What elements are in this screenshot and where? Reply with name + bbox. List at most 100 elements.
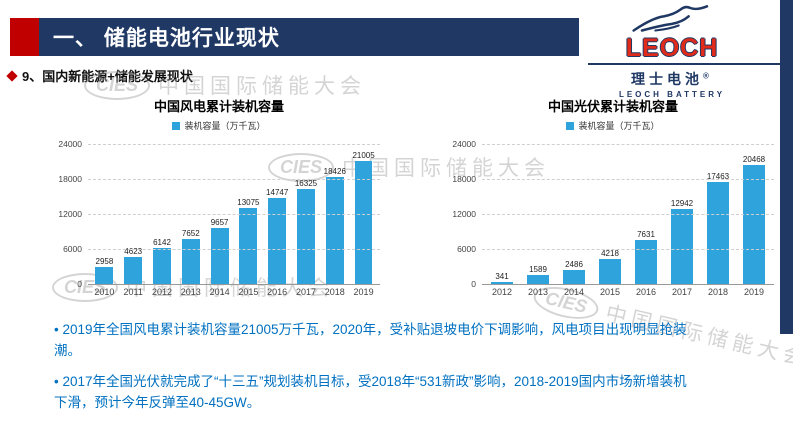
gridline xyxy=(482,249,774,250)
bar xyxy=(670,208,694,284)
bar-column: 20468 xyxy=(736,144,772,284)
y-tick-label: 0 xyxy=(471,279,476,289)
x-axis: 2010 2011 2012 2013 2014 2015 2016 2017 2018 2019 xyxy=(88,285,380,297)
bar-value-label: 2958 xyxy=(95,256,114,266)
bar-column: 17463 xyxy=(700,144,736,284)
leoch-logo: LEOCH 理士电池® LEOCH BATTERY xyxy=(592,3,752,99)
bar-column: 1589 xyxy=(520,144,556,284)
bar-value-label: 18426 xyxy=(323,166,346,176)
bar xyxy=(325,176,344,284)
gridline xyxy=(482,144,774,145)
y-tick-label: 24000 xyxy=(452,139,476,149)
gridline xyxy=(88,179,380,180)
bar xyxy=(354,161,373,284)
bar xyxy=(526,274,550,284)
plot-wrap: 0 6000 12000 18000 24000 341 1589 2486 4218 7631… xyxy=(452,139,774,289)
y-tick-label: 0 xyxy=(77,279,82,289)
bar-value-label: 9657 xyxy=(210,217,229,227)
bar-value-label: 21005 xyxy=(352,151,375,161)
y-tick-label: 6000 xyxy=(63,244,82,254)
y-tick-label: 18000 xyxy=(58,174,82,184)
plot-area: 2958 4623 6142 7652 9657 13075 14747 16325 18426… xyxy=(88,144,380,285)
bar-column: 12942 xyxy=(664,144,700,284)
pv-power-chart: 中国光伏累计装机容量 装机容量（万千瓦） 0 6000 12000 18000 2400… xyxy=(452,96,774,297)
bar-value-label: 1589 xyxy=(529,264,547,274)
note-pv: • 2017年全国光伏就完成了“十三五”规划装机目标，受2018年“531新政”… xyxy=(54,373,687,410)
x-tick-label: 2016 xyxy=(635,287,657,297)
x-tick-label: 2013 xyxy=(180,287,201,297)
bar-column: 2486 xyxy=(556,144,592,284)
bar xyxy=(490,282,514,284)
bar-column: 4623 xyxy=(119,144,148,284)
x-tick-label: 2010 xyxy=(94,287,115,297)
bar-column: 9657 xyxy=(205,144,234,284)
bar-column: 341 xyxy=(484,144,520,284)
bar xyxy=(124,257,143,284)
section-title: 一、 储能电池行业现状 xyxy=(53,27,280,50)
subtitle-row: 9、国内新能源+储能发展现状 xyxy=(6,66,193,85)
header: 一、 储能电池行业现状 xyxy=(10,18,579,56)
bar xyxy=(268,197,287,284)
registered-mark: ® xyxy=(703,71,713,81)
bar-column: 21005 xyxy=(349,144,378,284)
plot-wrap: 0 6000 12000 18000 24000 2958 4623 6142 7652 965… xyxy=(58,139,380,289)
gridline xyxy=(88,249,380,250)
y-axis: 0 6000 12000 18000 24000 xyxy=(452,139,480,289)
chart-legend: 装机容量（万千瓦） xyxy=(452,119,774,132)
bar-column: 2958 xyxy=(90,144,119,284)
bar-value-label: 13075 xyxy=(237,197,260,207)
bar xyxy=(239,207,258,284)
wind-power-chart: 中国风电累计装机容量 装机容量（万千瓦） 0 6000 12000 18000 2400… xyxy=(58,96,380,297)
y-axis: 0 6000 12000 18000 24000 xyxy=(58,139,86,289)
diamond-bullet-icon xyxy=(6,69,18,82)
bar-column: 4218 xyxy=(592,144,628,284)
bar-value-label: 16325 xyxy=(294,178,318,188)
x-tick-label: 2018 xyxy=(324,287,345,297)
gridline xyxy=(88,144,380,145)
bar-value-label: 20468 xyxy=(742,154,766,164)
bar-value-label: 7652 xyxy=(181,229,200,239)
gridline xyxy=(482,214,774,215)
bar-column: 13075 xyxy=(234,144,263,284)
x-tick-label: 2013 xyxy=(527,287,549,297)
gridline xyxy=(482,179,774,180)
bar-value-label: 12942 xyxy=(670,198,694,208)
x-tick-label: 2012 xyxy=(491,287,513,297)
x-tick-label: 2012 xyxy=(151,287,172,297)
bar-value-label: 6142 xyxy=(153,238,171,248)
legend-swatch-icon xyxy=(566,121,575,130)
chart-title: 中国风电累计装机容量 xyxy=(153,99,284,114)
leoch-chinese-name: 理士电池® xyxy=(592,69,752,89)
leoch-wordmark: LEOCH xyxy=(625,34,719,62)
x-axis: 2012 2013 2014 2015 2016 2017 2018 2019 xyxy=(482,285,774,297)
note-wind: • 2019年全国风电累计装机容量21005万千瓦，2020年，受补贴退坡电价下… xyxy=(54,322,687,358)
bar xyxy=(706,182,730,284)
bar-value-label: 2486 xyxy=(565,259,583,269)
bar-column: 7631 xyxy=(628,144,664,284)
x-tick-label: 2014 xyxy=(563,287,585,297)
bar xyxy=(297,188,315,284)
bar-value-label: 17463 xyxy=(706,172,730,182)
bar xyxy=(634,239,658,284)
bar-column: 7652 xyxy=(176,144,205,284)
x-tick-label: 2011 xyxy=(123,287,143,297)
y-tick-label: 18000 xyxy=(452,174,476,184)
legend-swatch-icon xyxy=(172,121,181,130)
chart-title: 中国光伏累计装机容量 xyxy=(547,99,678,114)
bar-value-label: 14747 xyxy=(266,187,289,197)
bars-row: 341 1589 2486 4218 7631 12942 17463 20468 xyxy=(482,144,774,284)
bar xyxy=(562,269,586,284)
right-edge-bar xyxy=(780,0,793,334)
bar-value-label: 4623 xyxy=(124,247,143,257)
logo-divider-line xyxy=(588,63,793,65)
x-tick-label: 2019 xyxy=(353,287,374,297)
x-tick-label: 2015 xyxy=(599,287,621,297)
x-tick-label: 2019 xyxy=(743,287,765,297)
chart-legend: 装机容量（万千瓦） xyxy=(58,119,380,132)
red-accent-block xyxy=(10,18,39,56)
x-tick-label: 2018 xyxy=(707,287,729,297)
title-bar: 一、 储能电池行业现状 xyxy=(39,18,579,56)
notes: • 2019年全国风电累计装机容量21005万千瓦，2020年，受补贴退坡电价下… xyxy=(54,320,699,414)
x-tick-label: 2015 xyxy=(238,287,259,297)
